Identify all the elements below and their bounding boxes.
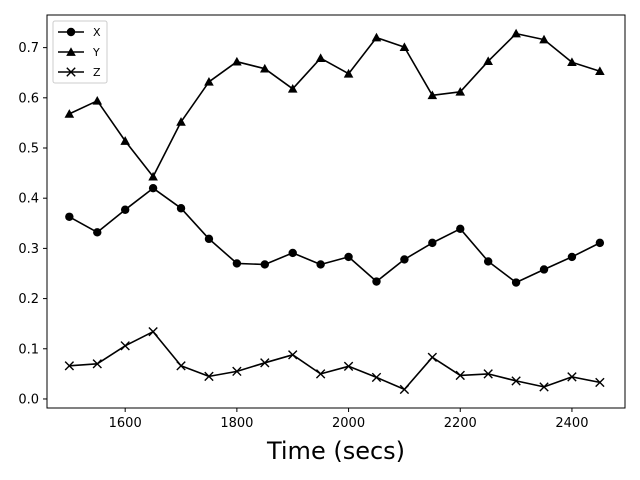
x-tick-label: 2000 <box>332 416 365 431</box>
data-point-y <box>539 34 549 44</box>
legend-entry-x: X <box>58 26 101 39</box>
data-point-y <box>204 76 214 86</box>
data-point-y <box>120 136 130 145</box>
data-point-y <box>595 66 605 76</box>
data-point-y <box>511 28 521 38</box>
data-point-x <box>288 248 297 258</box>
legend-marker <box>66 47 76 56</box>
series-line-y <box>68 32 601 178</box>
data-point-x <box>372 277 381 286</box>
data-point-y <box>92 96 103 105</box>
y-tick-label: 0.4 <box>18 192 39 207</box>
data-point-x <box>120 205 130 214</box>
data-point-x <box>148 183 158 193</box>
data-point-x <box>483 257 493 266</box>
data-point-y <box>399 42 410 51</box>
series-line-x <box>68 187 601 284</box>
data-point-x <box>232 259 242 268</box>
legend-label: X <box>93 26 101 39</box>
y-tick-label: 0.5 <box>18 142 39 157</box>
data-point-z <box>371 372 382 383</box>
data-point-y <box>371 32 382 42</box>
data-point-z <box>399 384 410 395</box>
series-x <box>65 183 605 287</box>
legend-marker <box>66 67 76 77</box>
data-point-x <box>539 265 549 274</box>
data-point-x <box>400 255 409 264</box>
data-point-y <box>148 171 158 181</box>
data-point-x <box>595 238 605 248</box>
data-point-x <box>260 260 269 269</box>
data-point-z <box>120 341 130 351</box>
series-line-z <box>69 330 601 391</box>
data-point-z <box>204 371 214 382</box>
data-point-y <box>427 90 438 100</box>
tick-layer: 1600 1800 2000 2200 2400 0.0 0.1 0.2 0.3 0.4 0.5 0.… <box>18 41 588 431</box>
data-point-y <box>567 57 577 67</box>
data-point-x <box>316 260 325 269</box>
y-tick-label: 0.2 <box>18 292 39 307</box>
x-axis-label: Time (secs) <box>266 437 405 465</box>
x-tick-label: 1600 <box>109 416 142 431</box>
data-point-y <box>176 117 186 126</box>
series-y <box>64 28 605 181</box>
data-point-z <box>148 327 158 337</box>
data-point-x <box>567 252 577 262</box>
data-point-z <box>315 369 326 379</box>
data-point-z <box>288 350 298 360</box>
data-point-z <box>483 369 493 379</box>
x-tick-label: 2400 <box>555 416 588 431</box>
y-tick-label: 0.0 <box>18 392 39 407</box>
data-point-y <box>343 68 354 78</box>
series-layer <box>64 28 605 395</box>
legend-marker <box>66 27 76 37</box>
y-tick-label: 0.7 <box>18 41 39 56</box>
data-point-x <box>511 278 521 287</box>
data-point-z <box>427 352 438 363</box>
data-point-z <box>343 361 354 372</box>
legend-label: Y <box>92 46 100 59</box>
data-point-z <box>92 359 102 369</box>
data-point-z <box>260 358 270 368</box>
data-point-x <box>428 238 437 248</box>
legend-label: Z <box>93 66 101 79</box>
data-point-z <box>64 361 75 371</box>
legend-entry-y: Y <box>58 46 100 59</box>
data-point-y <box>64 109 75 118</box>
data-point-x <box>344 252 353 262</box>
legend-entry-z: Z <box>58 66 101 79</box>
data-point-z <box>176 361 186 371</box>
plot-frame <box>46 14 626 409</box>
data-point-y <box>315 53 326 63</box>
data-point-x <box>93 228 102 237</box>
data-point-z <box>511 376 521 386</box>
data-point-x <box>456 224 465 234</box>
y-tick-label: 0.6 <box>18 91 39 106</box>
data-point-y <box>455 86 466 96</box>
y-tick-label: 0.3 <box>18 242 39 257</box>
data-point-x <box>204 234 214 244</box>
y-tick-label: 0.1 <box>18 342 39 357</box>
data-point-z <box>539 382 549 392</box>
x-tick-label: 2200 <box>444 416 477 431</box>
data-point-y <box>259 63 270 73</box>
data-point-z <box>232 366 242 377</box>
data-point-y <box>287 83 298 93</box>
data-point-x <box>176 204 186 213</box>
data-point-x <box>65 212 74 221</box>
legend: XYZ <box>52 20 108 84</box>
data-point-y <box>483 56 493 66</box>
data-point-y <box>232 56 242 66</box>
x-tick-label: 1800 <box>220 416 253 431</box>
data-point-z <box>595 377 605 388</box>
series-z <box>64 327 605 395</box>
data-point-z <box>567 372 577 382</box>
data-point-z <box>455 370 465 381</box>
